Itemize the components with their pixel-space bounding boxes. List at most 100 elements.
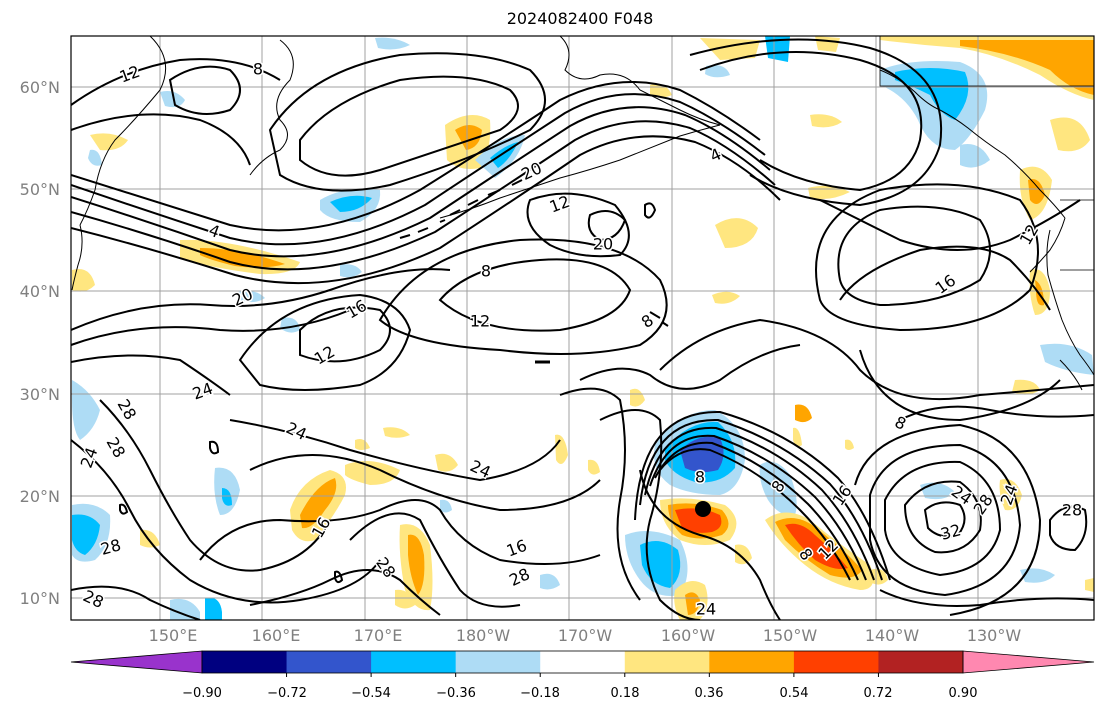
map-background [71,36,1094,620]
contour-line [71,585,201,620]
colorbar-segment [371,651,457,673]
contour-line [699,51,923,192]
shade-patch [72,514,100,555]
shade-patch [1085,578,1094,592]
lon-label: 130°W [967,626,1022,645]
shade-patch [845,439,854,450]
colorbar-tick-label: −0.72 [267,686,307,701]
longitude-labels: 150°E 160°E 170°E 180°W 170°W 160°W 150°… [149,626,1022,645]
border-canada [879,36,1094,87]
colorbar-extend-low [70,650,203,674]
contour-line [378,238,668,355]
contour-line [299,306,391,363]
shade-patch [785,523,848,569]
coastlines [71,36,1094,391]
lon-label: 150°E [149,626,198,645]
shade-patch [870,568,888,585]
contour-line [899,405,1094,421]
shade-patch [375,37,410,50]
lat-label: 50°N [20,180,60,199]
shade-patch [795,404,812,423]
colorbar-tick-label: 0.72 [864,686,893,701]
contour-line [1049,505,1088,552]
contour-line [249,454,601,512]
storm-center-marker [695,501,711,517]
shade-patch [435,453,458,472]
colorbar-tick-label: −0.36 [436,686,476,701]
contour-line [238,293,412,391]
shade-patch [440,499,452,513]
shade-patch [735,544,752,565]
contour-line [71,113,251,166]
lon-label: 140°W [865,626,920,645]
contour-line [199,499,601,565]
shade-patch [238,290,265,303]
colorbar-segment [202,651,288,673]
shade-patch [222,488,232,506]
shade-patch [170,598,200,620]
lon-label: 160°E [252,626,301,645]
colorbar-tick-label: −0.18 [520,686,560,701]
shade-patch [1040,343,1094,375]
shade-patch [200,248,285,268]
shade-patch [205,597,222,620]
contour-line [634,410,891,581]
island-mark [449,179,523,216]
contour-line [644,202,657,219]
contour-label: 8 [695,468,705,487]
shade-patch [72,269,95,292]
shade-patch [960,40,1094,95]
contour-line [249,569,441,616]
contour-label: 24 [696,600,716,619]
contour-line [879,589,1094,607]
colorbar-tick-label: −0.90 [182,686,222,701]
contour-line [815,183,1039,332]
contour-line [334,570,344,584]
contour-line [119,503,129,515]
contour-line [209,440,220,455]
colorbar-tick-label: 0.36 [695,686,724,701]
shade-patch [1050,117,1090,152]
colorbar-tick-label: −0.54 [351,686,391,701]
contour-line [268,52,546,192]
lat-label: 60°N [20,78,60,97]
shade-patch [300,478,337,529]
colorbar-segment [455,651,541,673]
coastline-alaska-south [879,69,1066,219]
contour-line [349,512,521,608]
coastline-aleutians [439,124,721,219]
coastline-west-coast [1046,229,1094,376]
map-frame [70,35,1095,621]
contour-line [659,448,851,581]
colorbar-segment [286,651,372,673]
contour-line [71,354,231,396]
island-mark [649,311,669,327]
shade-patch [383,427,410,438]
colorbar-frame [201,650,964,674]
coastline-alaska-west [559,36,721,126]
figure-title: 2024082400 F048 [506,9,654,28]
island-chain [399,179,669,327]
contour-line [639,418,883,581]
shade-patch [960,144,990,168]
contour-line [859,349,1061,422]
contour-line [839,245,1051,311]
contour-label: 20 [593,235,613,254]
contour-label: 28 [1062,501,1082,520]
shade-patch [705,65,730,78]
shade-patch [815,36,840,52]
contour-label: 12 [470,312,490,331]
contour-line [71,81,761,232]
colorbar-segment [624,651,710,673]
shade-patch [712,291,740,304]
shade-patch [395,589,415,609]
shade-patch [675,508,722,533]
shade-patch [90,133,128,151]
shade-patch [340,264,362,278]
lon-label: 170°E [354,626,403,645]
contour-line [903,480,982,554]
contour-line [869,443,1022,597]
shade-patch [895,68,969,120]
shade-patch [160,91,185,108]
